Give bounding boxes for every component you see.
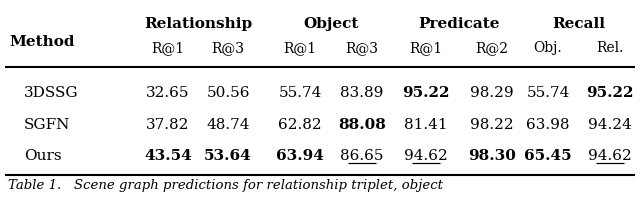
Text: 37.82: 37.82: [147, 118, 189, 132]
Text: 95.22: 95.22: [403, 86, 450, 100]
Text: 43.54: 43.54: [144, 149, 192, 163]
Text: Method: Method: [9, 35, 75, 49]
Text: 94.62: 94.62: [404, 149, 448, 163]
Text: 94.24: 94.24: [588, 118, 632, 132]
Text: R@1: R@1: [410, 41, 443, 55]
Text: 55.74: 55.74: [278, 86, 322, 100]
Text: Relationship: Relationship: [144, 17, 252, 31]
Text: 81.41: 81.41: [404, 118, 448, 132]
Text: 53.64: 53.64: [204, 149, 252, 163]
Text: R@1: R@1: [152, 41, 184, 55]
Text: R@3: R@3: [346, 41, 378, 55]
Text: Predicate: Predicate: [419, 17, 500, 31]
Text: Rel.: Rel.: [596, 41, 624, 55]
Text: R@3: R@3: [211, 41, 244, 55]
Text: 63.94: 63.94: [276, 149, 324, 163]
Text: 94.62: 94.62: [588, 149, 632, 163]
Text: 50.56: 50.56: [206, 86, 250, 100]
Text: 86.65: 86.65: [340, 149, 384, 163]
Text: R@1: R@1: [284, 41, 317, 55]
Text: 65.45: 65.45: [524, 149, 572, 163]
Text: Recall: Recall: [552, 17, 605, 31]
Text: R@2: R@2: [476, 41, 509, 55]
Text: 83.89: 83.89: [340, 86, 384, 100]
Text: Table 1.   Scene graph predictions for relationship triplet, object: Table 1. Scene graph predictions for rel…: [8, 179, 443, 192]
Text: 55.74: 55.74: [526, 86, 570, 100]
Text: 98.22: 98.22: [470, 118, 514, 132]
Text: Obj.: Obj.: [534, 41, 563, 55]
Text: 88.08: 88.08: [338, 118, 386, 132]
Text: Ours: Ours: [24, 149, 61, 163]
Text: 3DSSG: 3DSSG: [24, 86, 79, 100]
Text: 62.82: 62.82: [278, 118, 322, 132]
Text: 48.74: 48.74: [206, 118, 250, 132]
Text: SGFN: SGFN: [24, 118, 70, 132]
Text: Object: Object: [303, 17, 358, 31]
Text: 98.30: 98.30: [468, 149, 516, 163]
Text: 98.29: 98.29: [470, 86, 514, 100]
Text: 32.65: 32.65: [147, 86, 189, 100]
Text: 95.22: 95.22: [586, 86, 634, 100]
Text: 63.98: 63.98: [526, 118, 570, 132]
